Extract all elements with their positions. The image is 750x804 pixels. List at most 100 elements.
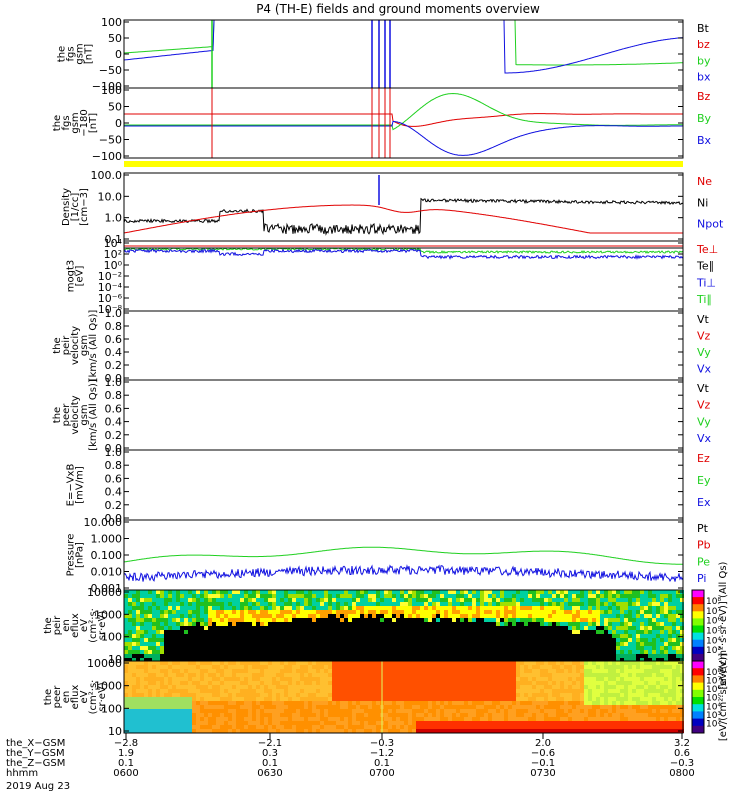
plot-title: P4 (TH-E) fields and ground moments over… (256, 2, 540, 16)
electron-spectrogram-cell (228, 669, 232, 673)
ion-spectrogram-cell (128, 634, 132, 638)
electron-spectrogram-cell (356, 693, 360, 697)
ion-spectrogram-cell (324, 642, 328, 646)
ion-spectrogram-cell (220, 658, 224, 662)
electron-spectrogram-cell (660, 713, 664, 717)
electron-spectrogram-cell (124, 705, 128, 709)
electron-spectrogram-cell (576, 693, 580, 697)
electron-spectrogram-cell (364, 689, 368, 693)
electron-spectrogram-cell (428, 673, 432, 677)
electron-spectrogram-cell (656, 721, 660, 725)
electron-spectrogram-cell (216, 729, 220, 733)
ion-spectrogram-cell (204, 598, 208, 602)
electron-spectrogram-cell (224, 665, 228, 669)
ion-spectrogram-cell (412, 598, 416, 602)
ion-spectrogram-cell (620, 630, 624, 634)
electron-spectrogram-cell (236, 665, 240, 669)
ion-spectrogram-cell (528, 642, 532, 646)
ion-spectrogram-cell (596, 598, 600, 602)
ion-spectrogram-cell (224, 590, 228, 594)
electron-spectrogram-cell (368, 673, 372, 677)
electron-spectrogram-cell (340, 725, 344, 729)
ion-spectrogram-cell (372, 626, 376, 630)
electron-spectrogram-cell (528, 693, 532, 697)
electron-spectrogram-cell (540, 661, 544, 665)
electron-spectrogram-cell (648, 685, 652, 689)
electron-spectrogram-cell (576, 665, 580, 669)
electron-spectrogram-cell (456, 701, 460, 705)
electron-spectrogram-cell (280, 713, 284, 717)
electron-spectrogram-cell (572, 669, 576, 673)
electron-spectrogram-cell (288, 677, 292, 681)
ion-spectrogram-cell (308, 614, 312, 618)
ion-spectrogram-cell (404, 634, 408, 638)
ion-spectrogram-cell (564, 618, 568, 622)
electron-spectrogram-cell (364, 693, 368, 697)
electron-spectrogram-cell (588, 661, 592, 665)
ion-spectrogram-cell (324, 634, 328, 638)
ion-spectrogram-cell (308, 650, 312, 654)
electron-spectrogram-cell (548, 717, 552, 721)
electron-spectrogram-cell (456, 717, 460, 721)
ion-spectrogram-cell (468, 642, 472, 646)
ion-spectrogram-cell (560, 638, 564, 642)
electron-spectrogram-cell (528, 709, 532, 713)
ion-spectrogram-cell (128, 658, 132, 662)
ion-spectrogram-cell (488, 646, 492, 650)
ion-spectrogram-cell (540, 614, 544, 618)
ion-spectrogram-cell (308, 602, 312, 606)
ion-spectrogram-cell (420, 630, 424, 634)
ion-spectrogram-cell (524, 598, 528, 602)
electron-spectrogram-cell (652, 689, 656, 693)
electron-spectrogram-cell (460, 665, 464, 669)
ion-spectrogram-cell (404, 646, 408, 650)
ion-spectrogram-cell (304, 594, 308, 598)
electron-spectrogram-cell (192, 725, 196, 729)
ion-spectrogram-cell (280, 638, 284, 642)
electron-spectrogram-cell (512, 709, 516, 713)
electron-spectrogram-cell (592, 661, 596, 665)
ion-spectrogram-cell (160, 654, 164, 658)
ion-spectrogram-cell (368, 650, 372, 654)
electron-spectrogram-cell (480, 729, 484, 733)
ion-spectrogram-cell (536, 642, 540, 646)
ion-spectrogram-cell (188, 654, 192, 658)
electron-spectrogram-cell (312, 717, 316, 721)
ion-spectrogram-cell (652, 646, 656, 650)
electron-spectrogram-cell (484, 701, 488, 705)
ion-spectrogram-cell (580, 602, 584, 606)
electron-spectrogram-cell (324, 725, 328, 729)
electron-spectrogram-cell (532, 677, 536, 681)
electron-spectrogram-cell (412, 673, 416, 677)
electron-spectrogram-cell (368, 701, 372, 705)
electron-spectrogram-cell (368, 693, 372, 697)
electron-spectrogram-cell (600, 721, 604, 725)
ion-spectrogram-cell (608, 634, 612, 638)
electron-spectrogram-cell (148, 673, 152, 677)
ion-spectrogram-cell (172, 606, 176, 610)
ion-spectrogram-cell (380, 630, 384, 634)
ion-spectrogram-cell (260, 634, 264, 638)
electron-spectrogram-cell (616, 701, 620, 705)
ion-spectrogram-cell (564, 614, 568, 618)
electron-spectrogram-cell (336, 661, 340, 665)
electron-spectrogram-cell (376, 661, 380, 665)
ion-spectrogram-cell (664, 590, 668, 594)
ion-spectrogram-cell (504, 614, 508, 618)
electron-spectrogram-cell (136, 681, 140, 685)
electron-spectrogram-cell (404, 685, 408, 689)
ion-spectrogram-cell (228, 614, 232, 618)
electron-spectrogram-cell (296, 669, 300, 673)
electron-spectrogram-cell (476, 705, 480, 709)
electron-spectrogram-cell (288, 693, 292, 697)
ion-spectrogram-cell (604, 630, 608, 634)
electron-spectrogram-cell (200, 725, 204, 729)
ion-spectrogram-cell (252, 602, 256, 606)
electron-spectrogram-cell (492, 693, 496, 697)
electron-spectrogram-cell (208, 677, 212, 681)
electron-spectrogram-cell (504, 713, 508, 717)
ion-spectrogram-cell (124, 618, 128, 622)
electron-spectrogram-cell (132, 729, 136, 733)
ion-spectrogram-cell (460, 618, 464, 622)
electron-spectrogram-cell (544, 673, 548, 677)
